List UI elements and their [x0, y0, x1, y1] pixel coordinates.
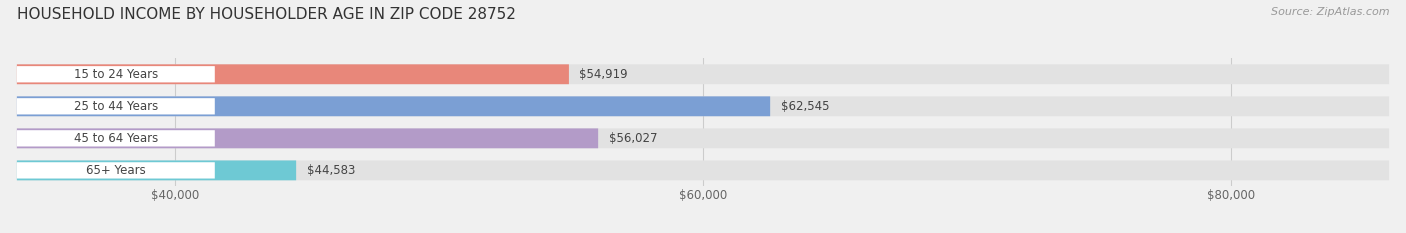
- Text: $54,919: $54,919: [579, 68, 628, 81]
- FancyBboxPatch shape: [17, 161, 297, 180]
- Text: 15 to 24 Years: 15 to 24 Years: [73, 68, 157, 81]
- Text: Source: ZipAtlas.com: Source: ZipAtlas.com: [1271, 7, 1389, 17]
- FancyBboxPatch shape: [17, 98, 215, 114]
- FancyBboxPatch shape: [17, 162, 215, 178]
- Text: HOUSEHOLD INCOME BY HOUSEHOLDER AGE IN ZIP CODE 28752: HOUSEHOLD INCOME BY HOUSEHOLDER AGE IN Z…: [17, 7, 516, 22]
- FancyBboxPatch shape: [17, 161, 1389, 180]
- FancyBboxPatch shape: [17, 96, 770, 116]
- Text: $56,027: $56,027: [609, 132, 657, 145]
- Text: 65+ Years: 65+ Years: [86, 164, 146, 177]
- FancyBboxPatch shape: [17, 128, 598, 148]
- Text: 25 to 44 Years: 25 to 44 Years: [73, 100, 157, 113]
- Text: $44,583: $44,583: [307, 164, 356, 177]
- FancyBboxPatch shape: [17, 130, 215, 147]
- FancyBboxPatch shape: [17, 128, 1389, 148]
- FancyBboxPatch shape: [17, 96, 1389, 116]
- FancyBboxPatch shape: [17, 64, 569, 84]
- FancyBboxPatch shape: [17, 64, 1389, 84]
- Text: $62,545: $62,545: [780, 100, 830, 113]
- FancyBboxPatch shape: [17, 66, 215, 82]
- Text: 45 to 64 Years: 45 to 64 Years: [73, 132, 157, 145]
